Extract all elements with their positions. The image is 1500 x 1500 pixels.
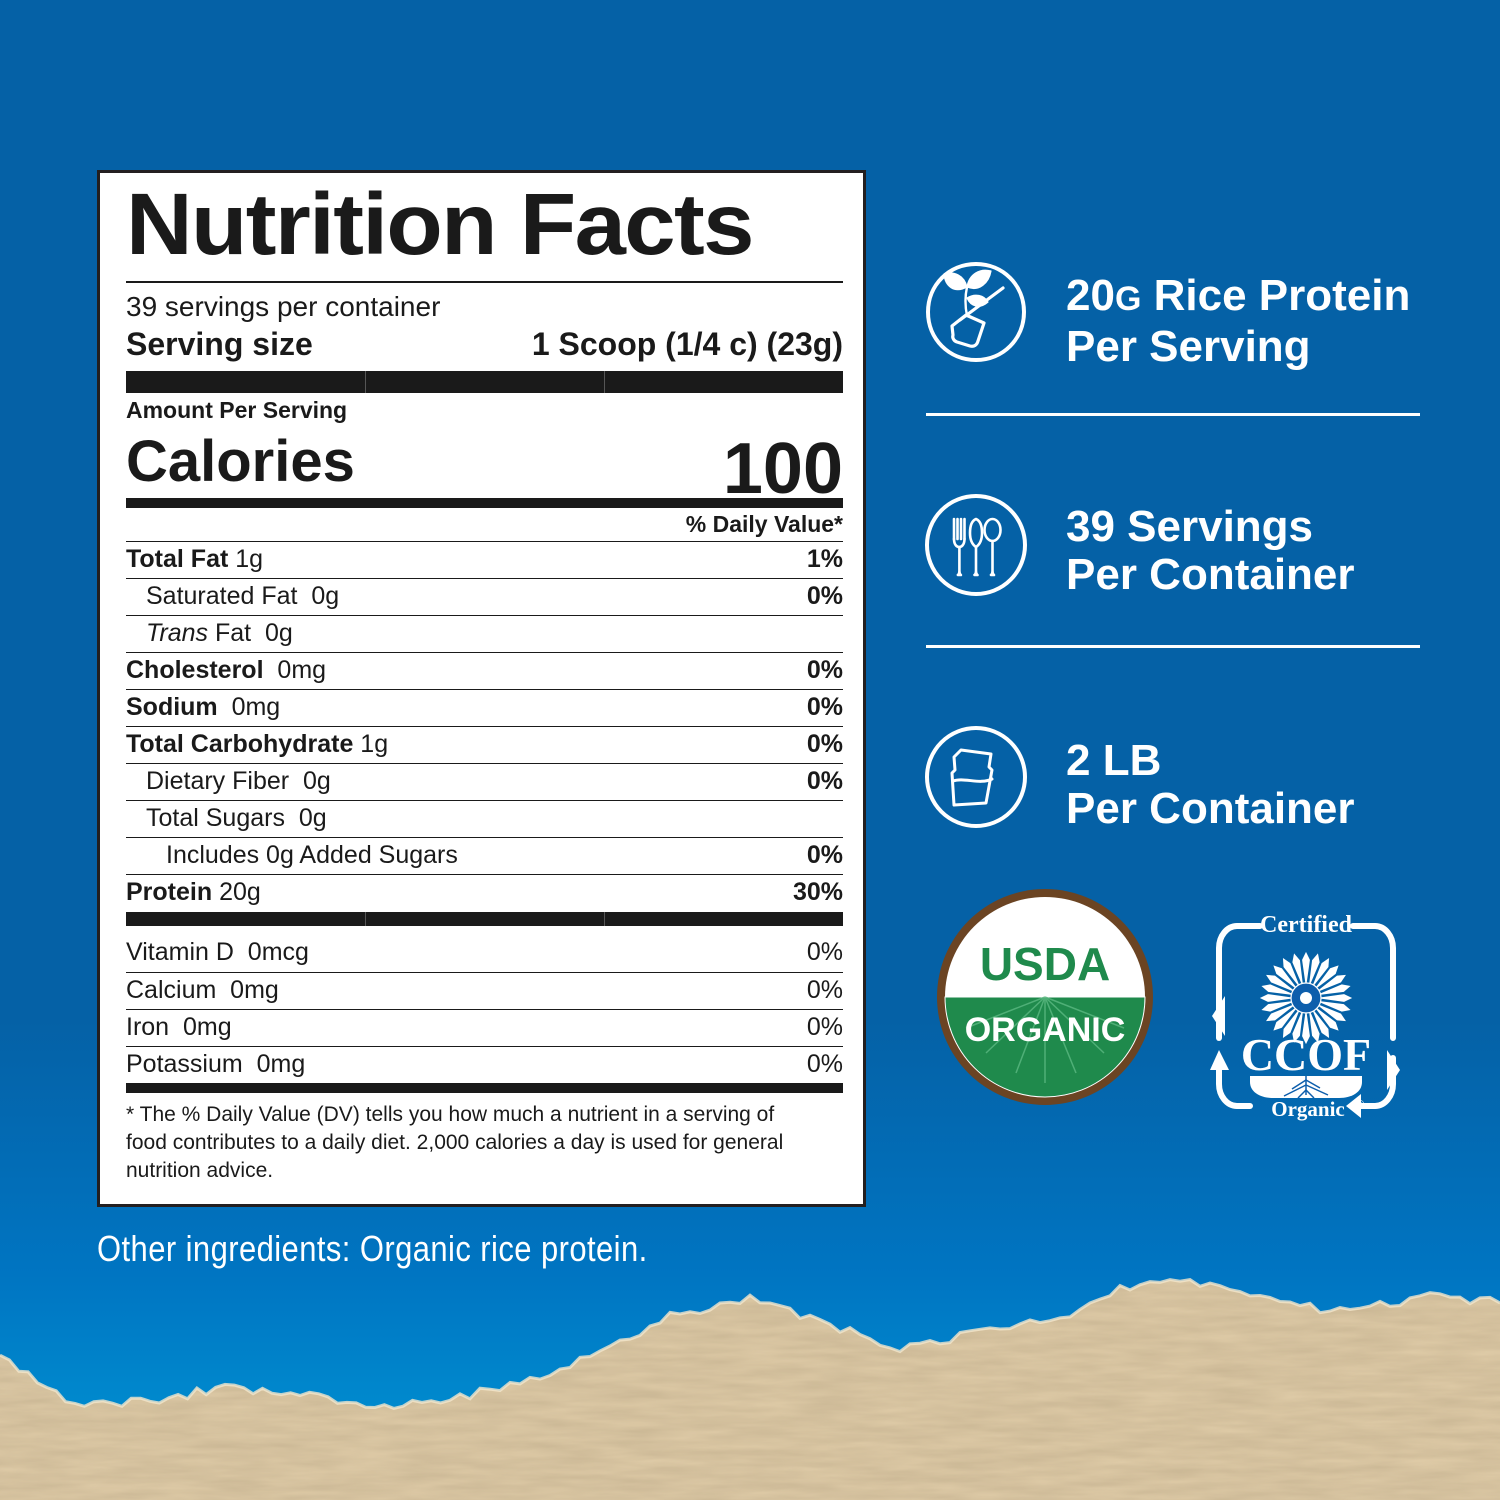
svg-text:Organic: Organic [1271,1097,1345,1121]
svg-text:Certified: Certified [1260,912,1353,938]
svg-text:CCOF: CCOF [1241,1029,1371,1080]
svg-text:USDA: USDA [980,938,1110,990]
svg-text:ORGANIC: ORGANIC [965,1011,1126,1049]
svg-text:®: ® [1356,1099,1364,1111]
